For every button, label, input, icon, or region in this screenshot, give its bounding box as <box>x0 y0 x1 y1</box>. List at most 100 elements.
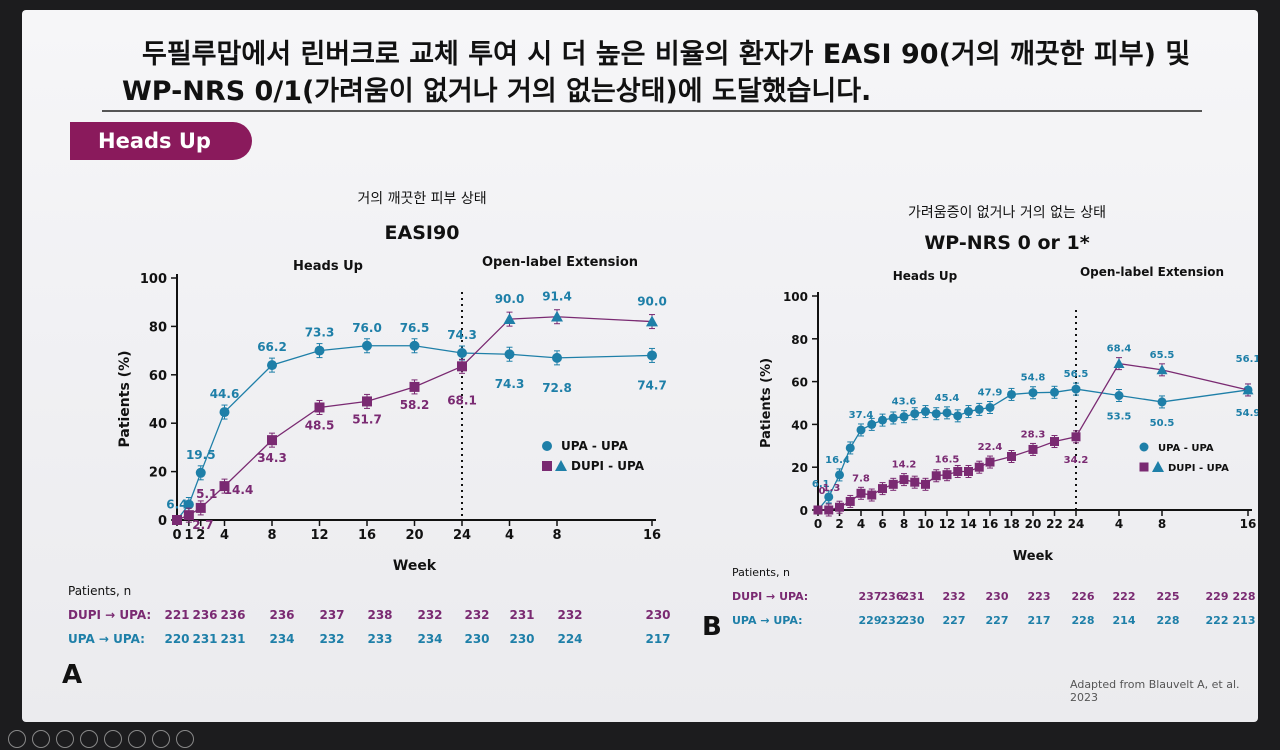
title-divider <box>102 110 1202 112</box>
y-tick-label: 100 <box>140 272 167 287</box>
data-label: 7.8 <box>852 473 870 484</box>
phase-label-heads-up: Heads Up <box>293 259 363 274</box>
x-tick-label: 4 <box>1115 517 1123 531</box>
data-label: 76.5 <box>400 321 430 335</box>
legend-marker-upa-upa <box>542 441 552 451</box>
patients-count: 225 <box>1157 590 1180 603</box>
data-point <box>172 515 182 525</box>
data-point <box>910 409 920 419</box>
data-point <box>910 477 920 487</box>
data-label: 58.2 <box>400 398 430 412</box>
x-tick-label: 4 <box>220 528 229 543</box>
legend-marker-upa-upa <box>1139 442 1149 452</box>
data-label: 51.7 <box>352 412 382 426</box>
data-label: 16.4 <box>825 455 850 466</box>
panel-label-b: B <box>702 612 722 642</box>
series-line-upa-upa <box>176 345 653 521</box>
data-label: 66.2 <box>257 340 287 354</box>
data-point <box>921 407 930 417</box>
patients-count: 230 <box>902 614 925 627</box>
data-label: 48.5 <box>305 418 335 432</box>
subtitle-icon[interactable] <box>128 730 146 748</box>
data-point <box>1050 387 1059 397</box>
data-label: 0 <box>819 486 826 497</box>
data-point <box>921 479 930 489</box>
y-tick-label: 0 <box>158 514 167 529</box>
patients-count: 236 <box>269 608 294 622</box>
data-point <box>195 502 206 513</box>
data-label: 54.8 <box>1021 373 1046 384</box>
camera-icon[interactable] <box>152 730 170 748</box>
data-label: 16.5 <box>935 455 960 466</box>
pen-icon[interactable] <box>56 730 74 748</box>
y-tick-label: 60 <box>149 369 167 384</box>
legend-label-dupi-upa: DUPI - UPA <box>571 459 645 473</box>
data-point <box>1071 384 1081 394</box>
chart-b-subtitle: 가려움증이 없거나 거의 없는 상태 <box>907 205 1107 221</box>
data-point <box>878 484 887 494</box>
patients-count: 214 <box>1113 614 1136 627</box>
y-tick-label: 80 <box>791 333 808 347</box>
legend-marker-dupi-upa-ext <box>555 460 567 471</box>
data-point <box>942 408 952 418</box>
y-tick-label: 60 <box>791 376 808 390</box>
y-tick-label: 40 <box>149 417 167 432</box>
y-tick-label: 20 <box>149 466 167 481</box>
data-point <box>953 466 963 476</box>
legend-marker-dupi-upa <box>1139 462 1149 472</box>
y-tick-label: 40 <box>791 418 808 432</box>
data-label: 37.4 <box>849 410 874 421</box>
x-tick-label: 16 <box>358 528 376 543</box>
data-point <box>183 510 194 521</box>
back-icon[interactable] <box>8 730 26 748</box>
data-label: 1.3 <box>823 483 841 494</box>
patients-count: 230 <box>509 632 534 646</box>
patients-count: 237 <box>859 590 882 603</box>
x-tick-label: 16 <box>982 517 999 531</box>
x-tick-label: 0 <box>172 528 181 543</box>
patients-row-label: DUPI → UPA: <box>68 608 151 622</box>
data-point <box>878 415 887 425</box>
data-point <box>314 345 325 356</box>
patients-count: 217 <box>1028 614 1051 627</box>
zoom-icon[interactable] <box>104 730 122 748</box>
patients-count: 228 <box>1157 614 1180 627</box>
data-point <box>1050 437 1059 447</box>
data-label: 90.0 <box>637 295 667 309</box>
data-point <box>985 402 995 412</box>
data-label: 2.7 <box>192 518 213 532</box>
forward-icon[interactable] <box>32 730 50 748</box>
data-label: 14.2 <box>892 460 917 471</box>
slides-icon[interactable] <box>80 730 98 748</box>
y-tick-label: 80 <box>149 320 167 335</box>
patients-count: 221 <box>164 608 189 622</box>
data-label: 68.1 <box>447 393 477 407</box>
legend-label-upa-upa: UPA - UPA <box>561 439 628 453</box>
patients-count: 229 <box>859 614 882 627</box>
data-label: 28.3 <box>1021 429 1046 440</box>
data-point <box>813 505 823 515</box>
patients-row-label: UPA → UPA: <box>68 632 145 646</box>
x-tick-label: 2 <box>196 528 205 543</box>
data-label: 74.7 <box>637 378 667 392</box>
data-label: 68.4 <box>1107 344 1132 355</box>
data-point <box>899 412 909 422</box>
legend-marker-dupi-upa-ext <box>1152 461 1164 472</box>
data-point <box>835 470 844 480</box>
data-point <box>985 457 995 467</box>
x-tick-label: 12 <box>310 528 328 543</box>
data-label: 6.4 <box>166 498 187 512</box>
x-tick-label: 0 <box>814 517 822 531</box>
data-point <box>888 479 898 489</box>
x-tick-label: 8 <box>267 528 276 543</box>
patients-count: 237 <box>319 608 344 622</box>
data-label: 74.3 <box>495 377 525 391</box>
presentation-toolbar <box>0 726 240 750</box>
data-label: 22.4 <box>978 442 1003 453</box>
y-tick-label: 0 <box>800 504 808 518</box>
patients-count: 220 <box>164 632 189 646</box>
patients-count: 230 <box>986 590 1009 603</box>
data-point <box>503 313 516 324</box>
data-point <box>824 505 834 515</box>
more-icon[interactable] <box>176 730 194 748</box>
